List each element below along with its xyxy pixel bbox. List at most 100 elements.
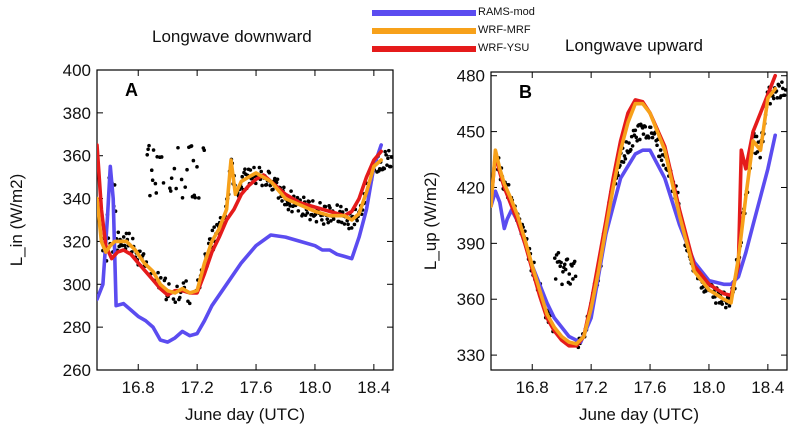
observation-point [325, 217, 330, 221]
observation-point [344, 207, 349, 212]
series-line-rams-mod [491, 133, 777, 344]
y-tick-label: 420 [457, 178, 485, 197]
observation-point [159, 155, 164, 159]
observation-point [138, 249, 142, 254]
observation-point [758, 155, 762, 160]
observation-point [130, 236, 135, 241]
observation-point [168, 189, 173, 193]
x-axis-label: June day (UTC) [185, 405, 305, 424]
observation-point [627, 141, 631, 145]
observation-point [171, 297, 176, 301]
observation-point [337, 219, 341, 224]
x-tick-label: 17.6 [633, 378, 666, 397]
observation-point [331, 217, 336, 221]
x-tick-label: 16.8 [122, 378, 155, 397]
observation-point [174, 186, 178, 191]
observation-point [339, 220, 344, 225]
observation-point [248, 168, 253, 172]
observation-point [724, 305, 728, 310]
observation-point [349, 226, 354, 230]
observation-point [168, 186, 172, 191]
observation-point [181, 281, 186, 285]
legend-swatch-wrf-ysu [372, 46, 476, 52]
panel-label: A [125, 80, 138, 100]
observation-point [189, 144, 194, 148]
plot-area [97, 143, 393, 344]
observation-point [630, 144, 635, 148]
observation-point [624, 140, 629, 144]
observation-point [558, 264, 563, 269]
observation-point [659, 158, 664, 163]
observation-point [314, 219, 319, 224]
observation-point [559, 260, 563, 265]
observation-point [176, 145, 180, 150]
panel-label: B [519, 82, 532, 102]
observation-point [506, 182, 511, 187]
plot-frame [96, 69, 394, 371]
observation-point [650, 135, 655, 140]
observation-point [252, 165, 256, 170]
observation-point [720, 302, 724, 306]
observation-point [288, 204, 292, 208]
observation-point [571, 277, 575, 281]
observation-point [622, 154, 627, 158]
observation-point [178, 295, 182, 300]
observation-point [326, 220, 330, 225]
observation-point [783, 88, 787, 92]
observation-point [172, 166, 177, 171]
observation-point [290, 209, 294, 214]
observation-point [187, 301, 192, 306]
observation-point [202, 148, 207, 152]
observation-point [280, 199, 284, 203]
observation-point [267, 170, 272, 175]
y-tick-label: 320 [63, 232, 91, 251]
series-line-wrf-ysu [97, 143, 383, 297]
observation-point [275, 177, 280, 182]
observation-point [623, 157, 628, 161]
observation-point [145, 152, 150, 157]
x-tick-label: 16.8 [516, 378, 549, 397]
observation-point [661, 163, 666, 167]
y-axis-label: L_up (W/m2) [421, 172, 440, 270]
observation-point [389, 155, 393, 159]
y-tick-label: 300 [63, 275, 91, 294]
observation-point [291, 204, 295, 209]
series-line-wrf-mrf [491, 87, 777, 346]
series-line-wrf-mrf [97, 158, 383, 295]
series-line-wrf-ysu [491, 73, 777, 348]
legend-swatch-rams-mod [372, 10, 476, 16]
observation-point [301, 195, 306, 200]
observation-point [154, 191, 159, 195]
observation-point [634, 135, 639, 140]
observation-point [779, 94, 783, 98]
observation-point [321, 222, 326, 226]
observation-point [329, 219, 333, 223]
observation-point [641, 132, 646, 136]
observation-point [768, 101, 772, 106]
observation-point [184, 279, 188, 283]
y-tick-label: 340 [63, 190, 91, 209]
observation-point [777, 84, 781, 88]
x-tick-label: 18.0 [298, 378, 331, 397]
y-tick-label: 260 [63, 361, 91, 380]
observation-point [296, 209, 301, 213]
observation-point [780, 80, 784, 84]
observation-point [553, 277, 558, 281]
observation-point [638, 137, 642, 142]
observation-point [782, 93, 787, 98]
observation-point [388, 164, 393, 169]
observation-point [384, 153, 388, 157]
observation-point [195, 165, 199, 169]
observation-point [714, 301, 718, 305]
observation-point [643, 124, 648, 129]
observation-point [352, 222, 357, 227]
observation-point [318, 200, 322, 205]
legend-label-wrf-ysu: WRF-YSU [478, 42, 530, 54]
observation-point [282, 185, 286, 190]
observation-point [116, 230, 121, 235]
observation-point [387, 148, 391, 153]
observation-point [308, 217, 312, 222]
plot-area [491, 73, 787, 350]
observation-point [629, 134, 634, 139]
